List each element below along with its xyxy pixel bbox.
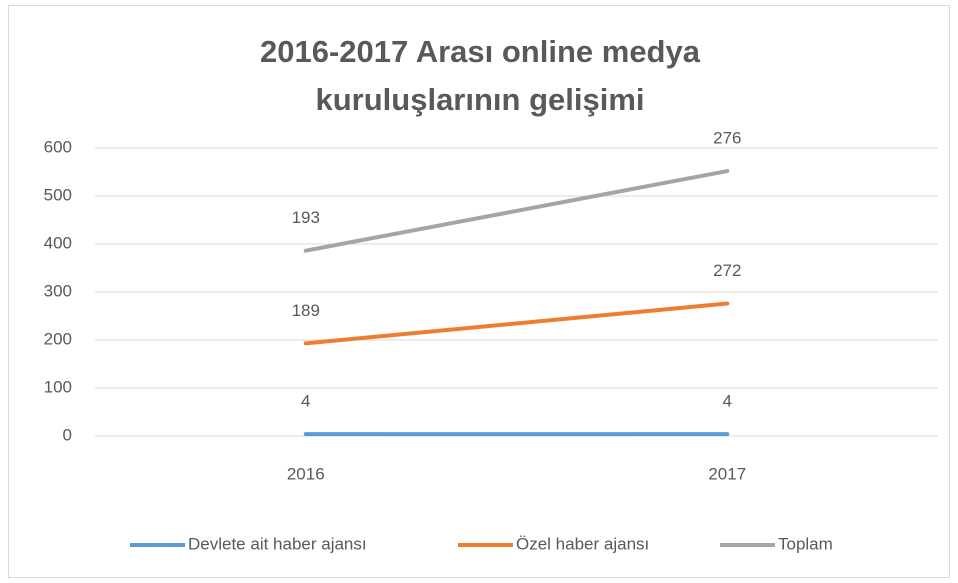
y-tick-label: 100 bbox=[44, 377, 72, 396]
x-tick-label: 2017 bbox=[708, 464, 746, 483]
series-line bbox=[303, 301, 730, 346]
data-label: 193 bbox=[292, 208, 320, 227]
data-label: 276 bbox=[713, 129, 741, 148]
y-tick-label: 600 bbox=[44, 137, 72, 156]
data-label: 4 bbox=[301, 392, 310, 411]
legend-label: Toplam bbox=[778, 534, 833, 553]
data-label: 272 bbox=[713, 261, 741, 280]
y-tick-label: 300 bbox=[44, 281, 72, 300]
data-label: 4 bbox=[723, 392, 732, 411]
x-tick-label: 2016 bbox=[287, 464, 325, 483]
legend-label: Devlete ait haber ajansı bbox=[188, 534, 367, 553]
y-tick-label: 200 bbox=[44, 329, 72, 348]
y-tick-label: 400 bbox=[44, 233, 72, 252]
chart-title: 2016-2017 Arası online medya kuruluşları… bbox=[260, 34, 700, 117]
y-tick-label: 500 bbox=[44, 185, 72, 204]
legend-label: Özel haber ajansı bbox=[516, 534, 649, 553]
y-tick-label: 0 bbox=[63, 425, 72, 444]
series-line bbox=[303, 169, 730, 253]
data-label: 189 bbox=[292, 301, 320, 320]
